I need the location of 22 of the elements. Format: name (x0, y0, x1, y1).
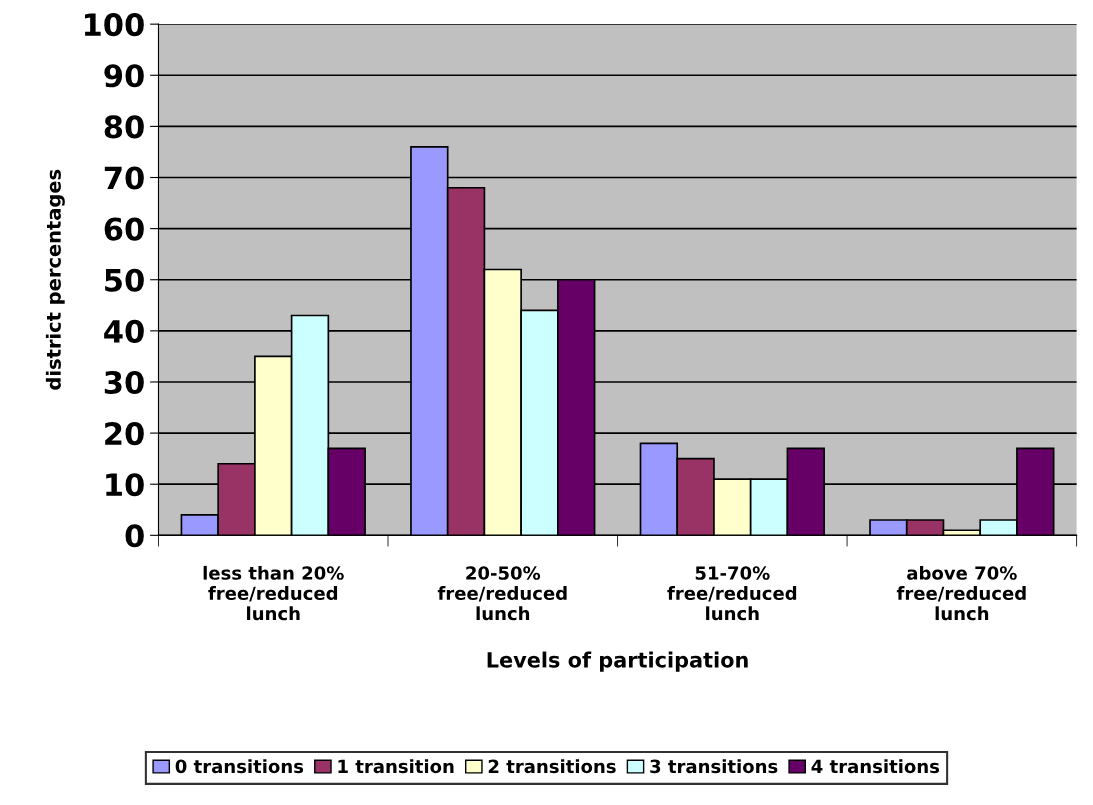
y-tick-label: 90 (104, 64, 144, 88)
legend-label: 0 transitions (175, 759, 304, 774)
y-tick-label: 0 (125, 524, 144, 548)
legend-label: 3 transitions (650, 759, 778, 774)
legend-label: 4 transitions (811, 759, 940, 774)
x-tick-label: 20-50% free/reduced lunch (437, 566, 567, 621)
x-tick-label: less than 20% free/reduced lunch (203, 565, 344, 621)
x-tick-label: 51-70% free/reduced lunch (667, 566, 797, 621)
y-tick-label: 100 (84, 13, 144, 37)
x-tick-label: above 70% free/reduced lunch (896, 565, 1026, 621)
y-tick-label: 60 (104, 217, 144, 241)
y-tick-label: 30 (104, 370, 144, 395)
y-tick-label: 20 (105, 422, 144, 446)
y-tick-label: 70 (104, 166, 144, 190)
legend-label: 1 transition (338, 759, 454, 774)
y-tick-label: 50 (105, 268, 144, 292)
x-axis-title: Levels of participation (487, 651, 748, 672)
y-tick-label: 80 (104, 115, 144, 139)
y-tick-label: 10 (106, 473, 144, 497)
y-axis-title: district percentages (45, 169, 65, 390)
legend-label: 2 transitions (488, 759, 616, 774)
y-tick-label: 40 (104, 319, 144, 343)
